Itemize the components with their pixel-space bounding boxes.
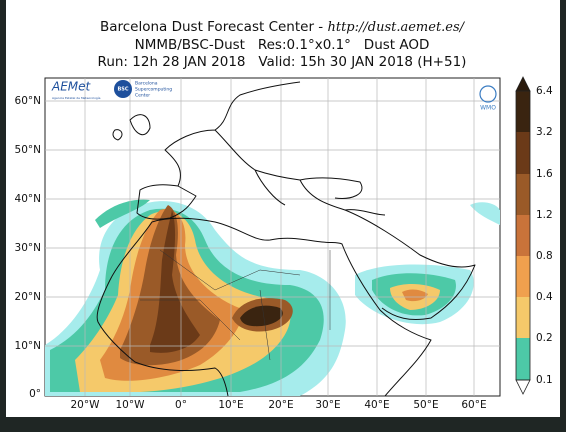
lat-label: 60°N <box>15 95 41 107</box>
lat-label: 10°N <box>15 340 41 352</box>
colorbar-label: 0.4 <box>536 291 553 303</box>
colorbar: 6.4 3.2 1.6 1.2 0.8 0.4 0.2 0.1 <box>515 76 553 395</box>
title: Barcelona Dust Forecast Center - http://… <box>100 19 466 35</box>
lat-label: 30°N <box>15 242 41 254</box>
wmo-name: WMO <box>480 105 496 112</box>
lon-label: 10°W <box>116 399 146 411</box>
subtitle: NMMB/BSC-Dust Res:0.1°x0.1° Dust AOD <box>135 37 430 53</box>
colorbar-label: 1.6 <box>536 168 553 180</box>
lat-label: 20°N <box>15 291 41 303</box>
lon-label: 60°E <box>461 399 486 411</box>
colorbar-label: 0.8 <box>536 250 553 262</box>
run-info: Run: 12h 28 JAN 2018 Valid: 15h 30 JAN 2… <box>98 54 467 70</box>
bsc-text: Supercomputing <box>135 87 172 93</box>
bsc-text: Center <box>135 93 150 99</box>
lat-label: 50°N <box>15 144 41 156</box>
map: AEMet Agencia Estatal de Meteorología BS… <box>44 77 501 397</box>
lat-label: 40°N <box>15 193 41 205</box>
bsc-name: BSC <box>117 87 128 93</box>
aemet-logo: AEMet Agencia Estatal de Meteorología <box>51 80 101 101</box>
colorbar-label: 0.2 <box>536 332 553 344</box>
lon-label: 20°E <box>268 399 293 411</box>
lat-label: 0° <box>29 388 41 400</box>
wmo-logo: WMO <box>479 85 497 112</box>
lon-label: 20°W <box>71 399 101 411</box>
bsc-logo: BSC Barcelona Supercomputing Center <box>114 80 172 99</box>
bsc-text: Barcelona <box>135 81 158 87</box>
colorbar-label: 1.2 <box>536 209 553 221</box>
aemet-name: AEMet <box>51 80 92 94</box>
colorbar-label: 0.1 <box>536 374 553 386</box>
lon-labels: 20°W 10°W 0° 10°E 20°E 30°E 40°E 50°E 60… <box>71 399 487 411</box>
lon-label: 10°E <box>218 399 243 411</box>
lon-label: 40°E <box>364 399 389 411</box>
lon-label: 50°E <box>413 399 438 411</box>
aemet-subtitle: Agencia Estatal de Meteorología <box>52 96 101 100</box>
colorbar-label: 6.4 <box>536 85 553 97</box>
lat-labels: 60°N 50°N 40°N 30°N 20°N 10°N 0° <box>15 95 41 400</box>
lon-label: 30°E <box>315 399 340 411</box>
lon-label: 0° <box>175 399 187 411</box>
colorbar-label: 3.2 <box>536 126 553 138</box>
